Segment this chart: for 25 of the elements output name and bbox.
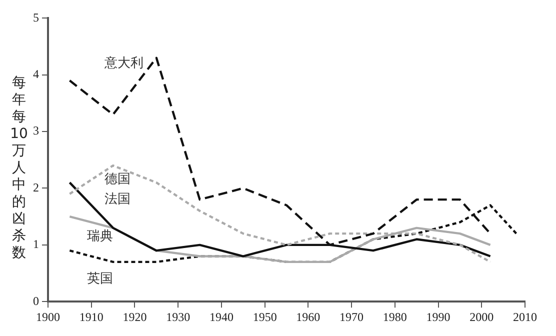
x-tick-label: 1970 [340,310,364,324]
x-tick-label: 2010 [513,310,537,324]
series-label: 瑞典 [87,228,114,244]
x-tick-label: 1960 [296,310,320,324]
y-tick-label: 3 [33,124,39,138]
y-tick-label: 2 [33,180,39,194]
x-tick-label: 1920 [122,310,147,324]
x-tick-label: 1950 [252,310,277,324]
y-tick-label: 5 [33,10,39,24]
x-tick-label: 1990 [426,310,450,324]
text: 每年每10万人中的凶杀数 [10,74,28,260]
x-tick-label: 1900 [36,310,60,324]
series-label: 意大利 [103,56,144,71]
x-tick-label: 2000 [470,310,494,324]
y-tick-label: 1 [33,237,39,252]
line-series [68,164,492,264]
x-tick-label: 1940 [209,310,234,324]
x-tick-label: 1930 [166,310,190,324]
x-tick-label: 1980 [382,310,407,324]
y-tick-label: 0 [33,294,39,308]
series-label: 德国 [104,172,130,188]
series-label: 法国 [104,192,130,207]
y-tick-label: 4 [33,67,39,82]
x-tick-label: 1910 [79,310,104,324]
series-label: 英国 [87,271,114,286]
